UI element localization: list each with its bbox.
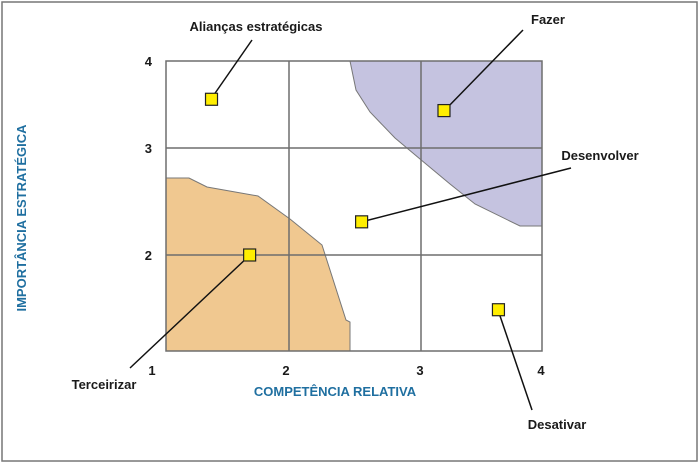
- leader-terceirizar: [129, 254, 251, 369]
- marker-3: [243, 248, 257, 262]
- y-tick-3: 3: [145, 141, 152, 156]
- x-axis-title: COMPETÊNCIA RELATIVA: [254, 384, 417, 399]
- markers: [204, 92, 506, 317]
- label-aliancas: Alianças estratégicas: [190, 19, 323, 34]
- label-terceirizar: Terceirizar: [72, 377, 137, 392]
- x-tick-2: 2: [282, 363, 289, 378]
- marker-0: [204, 92, 219, 106]
- x-tick-1: 1: [148, 363, 155, 378]
- marker-2: [355, 215, 369, 229]
- marker-4: [491, 303, 506, 317]
- leader-lines: [129, 29, 572, 411]
- x-tick-3: 3: [416, 363, 423, 378]
- y-tick-2: 2: [145, 248, 152, 263]
- label-desativar: Desativar: [528, 417, 587, 432]
- y-axis-title: IMPORTÂNCIA ESTRATÉGICA: [14, 124, 29, 312]
- x-tick-4: 4: [537, 363, 545, 378]
- leader-desenvolver: [360, 167, 572, 223]
- leader-fazer: [443, 29, 524, 112]
- marker-1: [437, 103, 451, 118]
- plot-border: [165, 60, 543, 352]
- leader-aliancas: [210, 39, 253, 100]
- label-fazer: Fazer: [531, 12, 565, 27]
- label-desenvolver: Desenvolver: [561, 148, 638, 163]
- leader-desativar: [497, 309, 533, 411]
- y-tick-4: 4: [145, 54, 153, 69]
